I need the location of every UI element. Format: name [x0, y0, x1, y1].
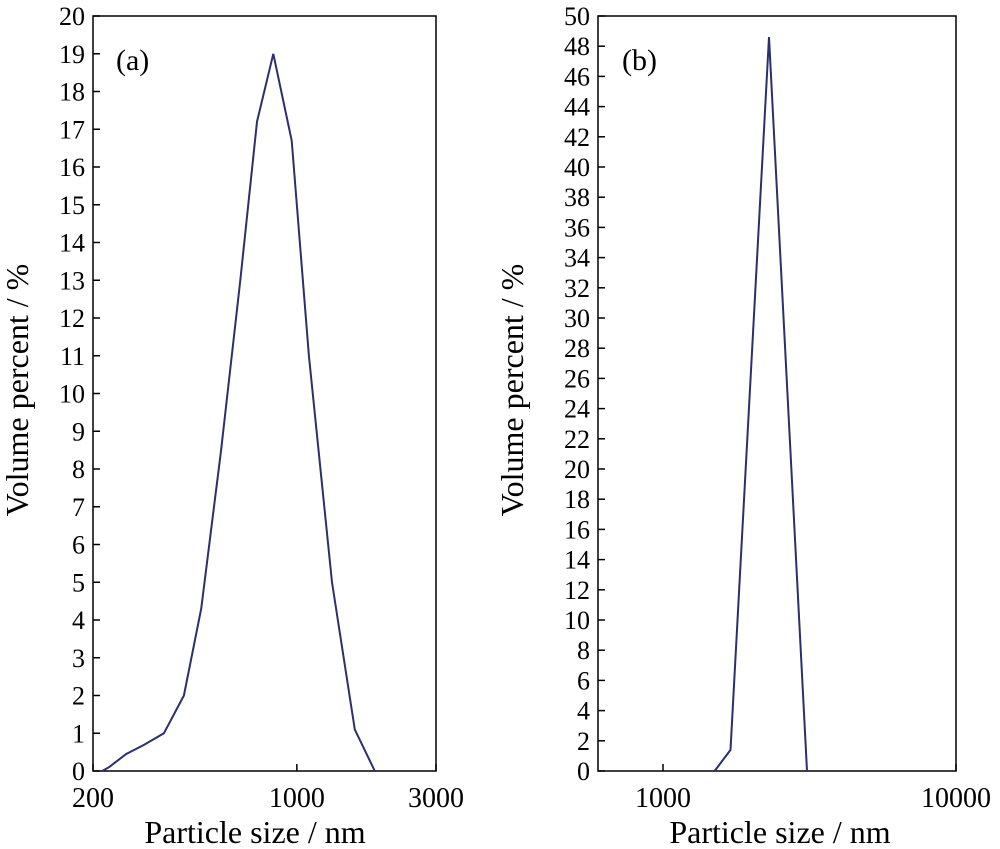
y-tick-label: 18: [564, 485, 590, 514]
y-tick-label: 0: [577, 757, 590, 786]
y-tick-label: 13: [59, 266, 85, 295]
x-tick-labels-a: 200 1000 3000: [72, 783, 464, 814]
y-tick-label: 6: [577, 666, 590, 695]
y-tick-label: 40: [564, 153, 590, 182]
y-tick-label: 42: [564, 123, 590, 152]
y-tick-label: 24: [564, 395, 590, 424]
y-tick-label: 10: [564, 606, 590, 635]
y-tick-label: 16: [59, 153, 85, 182]
y-tick-label: 17: [59, 115, 85, 144]
y-tick-label: 0: [72, 757, 85, 786]
y-tick-label: 28: [564, 334, 590, 363]
y-tick-label: 12: [564, 576, 590, 605]
x-tick-labels-b: 1000 10000: [635, 783, 991, 814]
panel-label-b: (b): [622, 44, 657, 77]
y-tick-label: 32: [564, 274, 590, 303]
y-tick-label: 38: [564, 183, 590, 212]
x-tick-label: 1000: [635, 783, 691, 814]
y-tick-label: 19: [59, 40, 85, 69]
y-tick-label: 3: [72, 644, 85, 673]
y-tick-label: 10: [59, 380, 85, 409]
y-tick-label: 36: [564, 213, 590, 242]
x-axis-title-a: Particle size / nm: [144, 814, 365, 849]
x-tick-label: 3000: [408, 783, 464, 814]
x-ticks-a: [92, 764, 437, 771]
y-tick-label: 8: [72, 455, 85, 484]
x-ticks-b: [662, 764, 957, 771]
y-tick-label: 16: [564, 515, 590, 544]
y-tick-label: 15: [59, 191, 85, 220]
series-line-a: [101, 53, 376, 772]
y-tick-label: 14: [59, 229, 85, 258]
y-axis-title-a: Volume percent / %: [0, 264, 35, 517]
y-tick-label: 8: [577, 636, 590, 665]
y-axis-title-b: Volume percent / %: [494, 264, 530, 517]
series-line-b: [713, 37, 808, 772]
y-ticks-b: [598, 15, 605, 772]
y-tick-label: 30: [564, 304, 590, 333]
y-ticks-a: [93, 15, 100, 772]
y-tick-label: 7: [72, 493, 85, 522]
x-tick-label: 200: [72, 783, 114, 814]
y-tick-label: 2: [577, 727, 590, 756]
y-tick-label: 2: [72, 682, 85, 711]
y-tick-label: 4: [72, 606, 85, 635]
y-tick-label: 48: [564, 32, 590, 61]
y-tick-label: 4: [577, 697, 590, 726]
y-tick-label: 20: [59, 2, 85, 31]
panel-label-a: (a): [116, 44, 149, 77]
y-tick-label: 11: [60, 342, 85, 371]
y-tick-label: 5: [72, 568, 85, 597]
plot-frame-b: [597, 15, 957, 772]
x-tick-label: 1000: [269, 783, 325, 814]
y-tick-label: 18: [59, 78, 85, 107]
y-tick-label: 20: [564, 455, 590, 484]
y-tick-labels-b: 0246810121416182022242628303234363840424…: [564, 2, 590, 786]
panel-b: 0246810121416182022242628303234363840424…: [494, 2, 991, 849]
y-tick-label: 1: [72, 719, 85, 748]
y-tick-label: 50: [564, 2, 590, 31]
y-tick-label: 26: [564, 364, 590, 393]
y-tick-label: 6: [72, 531, 85, 560]
y-tick-label: 44: [564, 93, 590, 122]
y-tick-label: 34: [564, 244, 590, 273]
plot-frame-a: [92, 15, 437, 772]
y-tick-label: 22: [564, 425, 590, 454]
x-axis-title-b: Particle size / nm: [669, 814, 890, 849]
y-tick-label: 12: [59, 304, 85, 333]
x-tick-label: 10000: [921, 783, 991, 814]
y-tick-label: 14: [564, 546, 590, 575]
y-tick-label: 46: [564, 62, 590, 91]
y-tick-label: 9: [72, 417, 85, 446]
